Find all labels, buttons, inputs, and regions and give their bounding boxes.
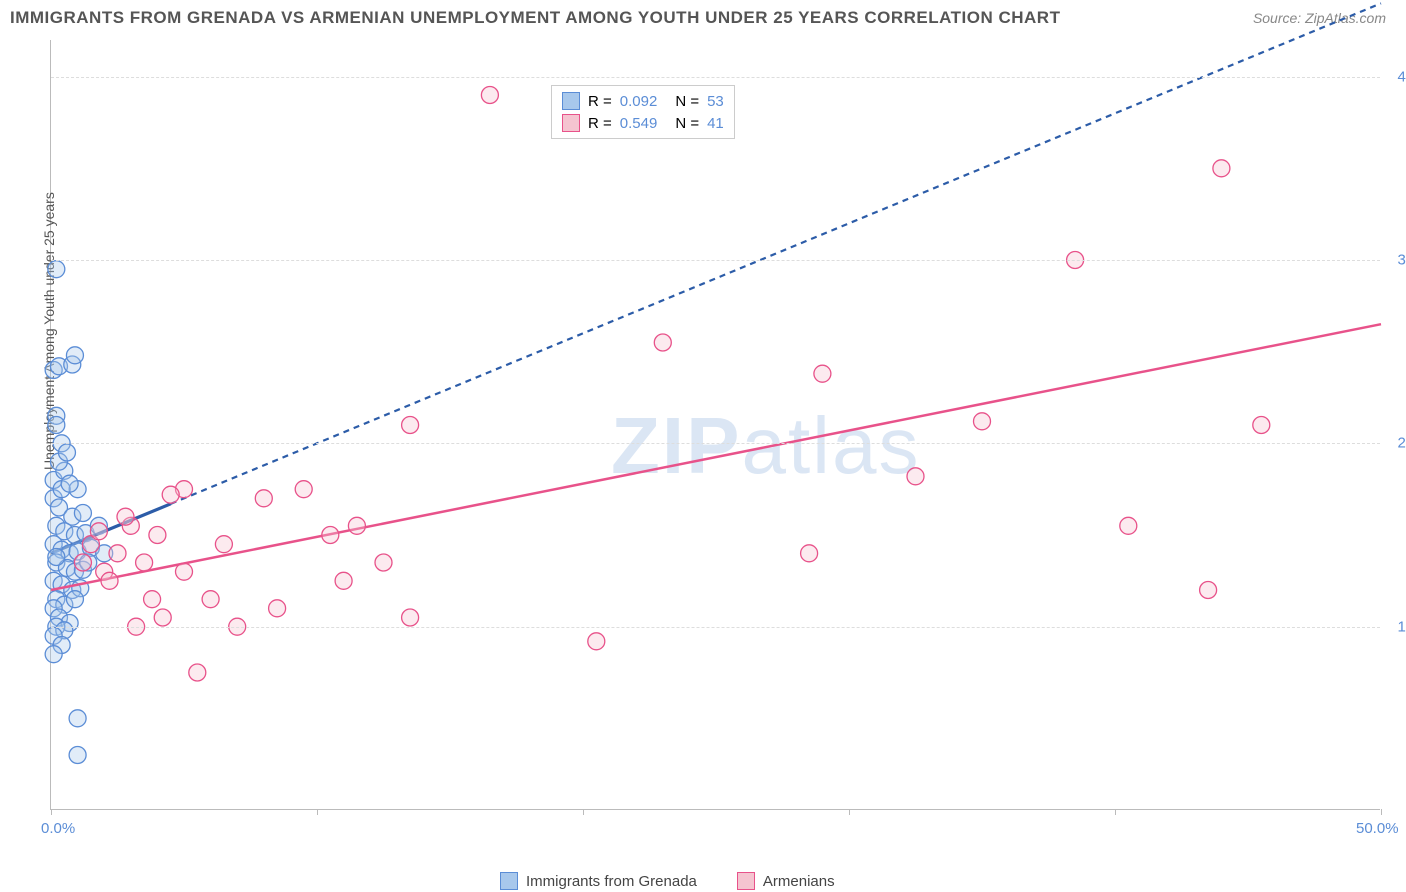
legend-item-1: Armenians (737, 872, 835, 890)
legend-label-0: Immigrants from Grenada (526, 873, 697, 890)
ytick-label: 10.0% (1397, 618, 1406, 635)
legend-item-0: Immigrants from Grenada (500, 872, 697, 890)
swatch-series-0 (562, 92, 580, 110)
r-value-1: 0.549 (620, 115, 658, 132)
r-label: R = (588, 93, 612, 110)
xtick-label: 50.0% (1356, 820, 1399, 837)
ytick-label: 40.0% (1397, 68, 1406, 85)
chart-title: IMMIGRANTS FROM GRENADA VS ARMENIAN UNEM… (10, 8, 1060, 28)
plot-area: Unemployment Among Youth under 25 years … (50, 40, 1380, 810)
ytick-label: 20.0% (1397, 435, 1406, 452)
n-label: N = (675, 115, 699, 132)
source-attribution: Source: ZipAtlas.com (1253, 10, 1386, 26)
swatch-icon (737, 872, 755, 890)
ytick-label: 30.0% (1397, 252, 1406, 269)
chart-container: IMMIGRANTS FROM GRENADA VS ARMENIAN UNEM… (0, 0, 1406, 892)
stats-row-series-0: R = 0.092 N = 53 (562, 90, 724, 112)
chart-svg (51, 40, 1380, 809)
legend-label-1: Armenians (763, 873, 835, 890)
stats-row-series-1: R = 0.549 N = 41 (562, 112, 724, 134)
n-value-1: 41 (707, 115, 724, 132)
stats-legend: R = 0.092 N = 53 R = 0.549 N = 41 (551, 85, 735, 139)
series-legend: Immigrants from Grenada Armenians (500, 872, 835, 890)
n-value-0: 53 (707, 93, 724, 110)
r-value-0: 0.092 (620, 93, 658, 110)
swatch-series-1 (562, 114, 580, 132)
r-label: R = (588, 115, 612, 132)
swatch-icon (500, 872, 518, 890)
xtick-label: 0.0% (41, 820, 75, 837)
n-label: N = (675, 93, 699, 110)
